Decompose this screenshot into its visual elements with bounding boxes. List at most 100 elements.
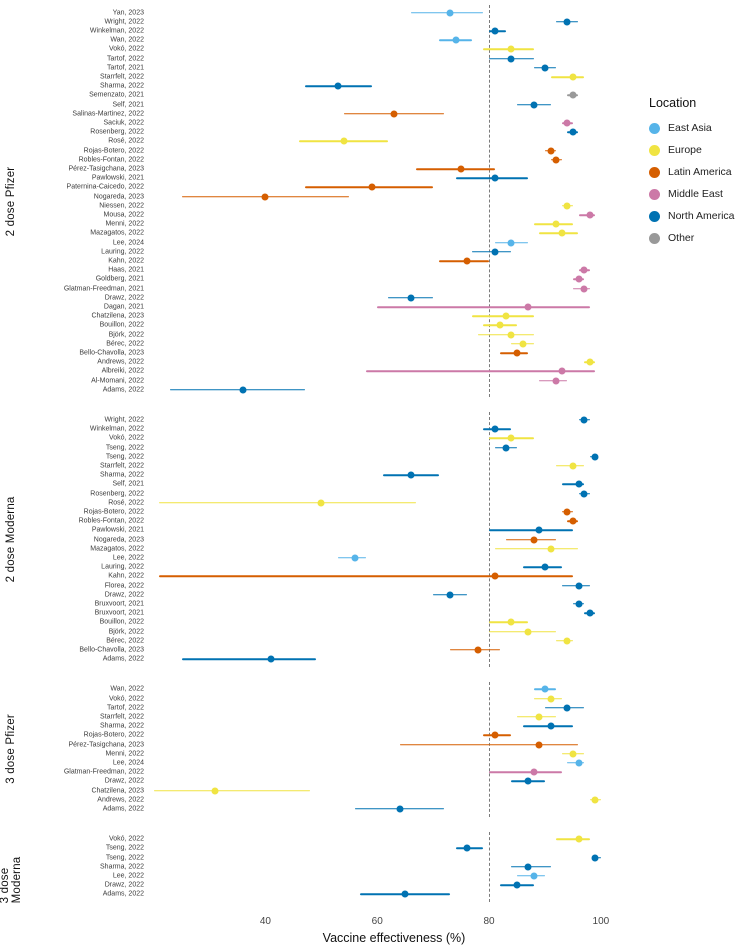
confidence-interval	[561, 483, 585, 486]
point-estimate-marker	[513, 881, 521, 889]
study-label: Starrfelt, 2022	[100, 73, 144, 81]
plot-area	[148, 681, 640, 818]
study-label: Menni, 2022	[105, 750, 144, 758]
panel-2-dose-pfizer: 2 dose Pfizer Yan, 2023 Wright, 2022 Winkel…	[0, 4, 739, 398]
study-label: Rojas-Botero, 2022	[83, 147, 144, 155]
point-estimate-marker	[591, 453, 599, 461]
x-tick-label: 80	[483, 915, 495, 927]
point-estimate-marker	[491, 248, 499, 256]
legend-item-europe: Europe	[649, 144, 739, 156]
reference-line-80	[489, 831, 491, 902]
point-estimate-marker	[507, 45, 515, 53]
confidence-interval	[377, 306, 590, 308]
study-label: Vokó, 2022	[108, 695, 144, 703]
study-label: Rosé, 2022	[108, 137, 144, 145]
confidence-interval	[159, 502, 417, 504]
study-label: Albreiki, 2022	[101, 367, 144, 375]
confidence-interval	[153, 789, 311, 792]
study-label: Adams, 2022	[102, 805, 144, 813]
point-estimate-marker	[317, 499, 325, 507]
north-america-swatch-icon	[649, 210, 660, 222]
point-estimate-marker	[563, 18, 571, 26]
study-label: Adams, 2022	[102, 386, 144, 394]
point-estimate-marker	[507, 618, 515, 626]
point-estimate-marker	[401, 890, 409, 898]
study-label: Florea, 2022	[104, 582, 144, 590]
legend-item-north-america: North America	[649, 210, 739, 222]
point-estimate-marker	[575, 835, 582, 843]
point-estimate-marker	[535, 713, 543, 721]
latin-america-swatch-icon	[649, 166, 660, 178]
point-estimate-marker	[547, 545, 555, 553]
point-estimate-marker	[580, 285, 588, 293]
legend: Location East Asia Europe Latin America Mid…	[649, 96, 739, 254]
study-label: Adams, 2022	[102, 890, 144, 898]
point-estimate-marker	[507, 331, 515, 339]
point-estimate-marker	[575, 759, 582, 767]
legend-label: Middle East	[668, 188, 723, 200]
point-estimate-marker	[530, 536, 538, 544]
x-axis: 40 60 80 100	[148, 916, 640, 931]
plot-area	[148, 831, 640, 903]
study-label: Kahn, 2022	[108, 257, 144, 265]
study-label: Mazagatos, 2022	[90, 545, 144, 553]
confidence-interval	[489, 529, 573, 532]
study-label: Pawlowski, 2021	[91, 174, 144, 182]
study-label: Winkelman, 2022	[89, 27, 144, 35]
point-estimate-marker	[211, 787, 219, 795]
study-label: Starrfelt, 2022	[100, 713, 144, 721]
point-estimate-marker	[569, 128, 577, 136]
point-estimate-marker	[558, 229, 566, 237]
confidence-interval	[489, 630, 557, 633]
europe-swatch-icon	[649, 144, 660, 156]
study-label: Sharma, 2022	[100, 82, 144, 90]
legend-item-other: Other	[649, 232, 739, 244]
point-estimate-marker	[390, 110, 398, 118]
point-estimate-marker	[334, 82, 342, 90]
confidence-interval	[416, 168, 495, 170]
other-swatch-icon	[649, 232, 660, 244]
study-label: Chatzilena, 2023	[91, 312, 144, 320]
study-label: Drawz, 2022	[104, 777, 144, 785]
point-estimate-marker	[524, 628, 532, 636]
confidence-interval	[489, 771, 562, 773]
legend-items: East Asia Europe Latin America Middle East N…	[649, 122, 739, 244]
study-label: Lauring, 2022	[101, 248, 144, 256]
study-label: Glatman-Freedman, 2022	[63, 768, 144, 776]
point-estimate-marker	[396, 805, 404, 813]
study-label: Semenzato, 2021	[89, 91, 144, 99]
study-label: Mousa, 2022	[103, 211, 144, 219]
confidence-interval	[170, 389, 305, 391]
study-label: Andrews, 2022	[97, 796, 144, 804]
study-label: Glatman-Freedman, 2021	[63, 285, 144, 293]
study-label: Adams, 2022	[102, 655, 144, 663]
study-label: Salinas-Martinez, 2022	[72, 110, 144, 118]
study-label: Drawz, 2022	[104, 881, 144, 889]
point-estimate-marker	[552, 156, 560, 164]
point-estimate-marker	[267, 655, 275, 663]
study-label: Starrfelt, 2022	[100, 462, 144, 470]
point-estimate-marker	[591, 796, 599, 804]
study-label: Self, 2021	[112, 101, 144, 109]
study-label: Lee, 2024	[112, 759, 144, 767]
point-estimate-marker	[507, 55, 515, 63]
point-estimate-marker	[591, 854, 599, 862]
study-label: Rojas-Botero, 2022	[83, 508, 144, 516]
point-estimate-marker	[407, 294, 415, 302]
point-estimate-marker	[491, 27, 499, 35]
point-estimate-marker	[580, 266, 588, 274]
study-label: Chatzilena, 2023	[91, 787, 144, 795]
point-estimate-marker	[491, 425, 499, 433]
study-label: Wright, 2022	[104, 18, 144, 26]
point-estimate-marker	[586, 211, 594, 219]
point-estimate-marker	[580, 416, 588, 424]
study-label: Lee, 2022	[112, 872, 144, 880]
study-label: Tseng, 2022	[105, 854, 144, 862]
study-label: Vokó, 2022	[108, 45, 144, 53]
study-label: Haas, 2021	[108, 266, 144, 274]
x-axis-title: Vaccine effectiveness (%)	[322, 930, 466, 945]
study-label: Wan, 2022	[110, 685, 144, 693]
study-label: Rosenberg, 2022	[90, 490, 144, 498]
point-estimate-marker	[563, 637, 571, 645]
legend-label: East Asia	[668, 122, 712, 134]
